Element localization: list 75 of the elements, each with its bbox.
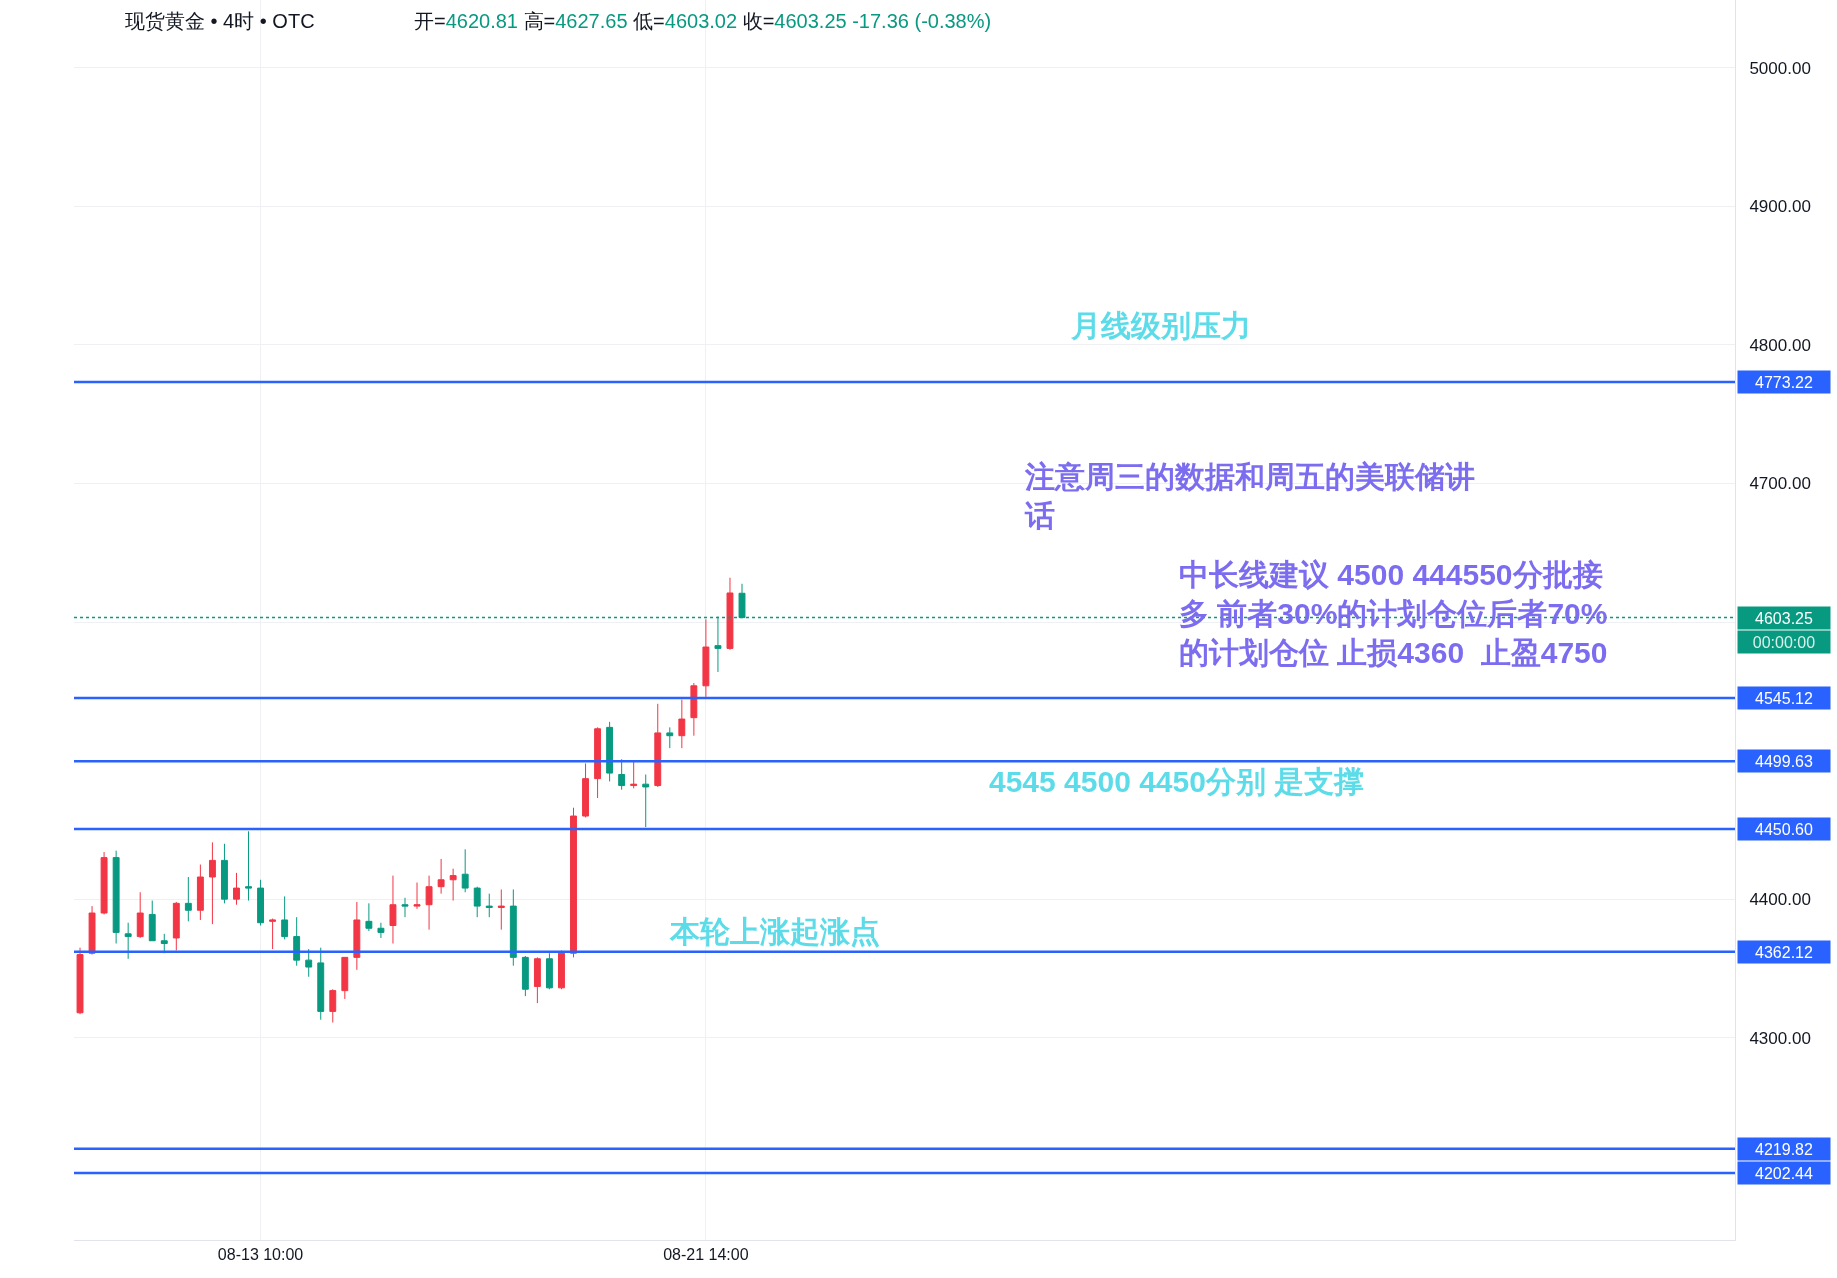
y-tick-label: 4900.00 (1749, 197, 1811, 217)
ref-line-label: 4450.60 (1755, 820, 1813, 838)
candlestick (353, 901, 361, 971)
annotation: 本轮上涨起涨点 (669, 915, 880, 948)
candlestick (389, 875, 397, 945)
candlestick (654, 703, 662, 788)
candlestick (630, 761, 638, 789)
candlestick (545, 952, 553, 990)
candlestick (413, 882, 421, 910)
candlestick (497, 888, 505, 931)
candlestick (136, 891, 144, 939)
y-tick-label: 4700.00 (1749, 474, 1811, 494)
candlestick (245, 830, 252, 902)
candlestick (666, 726, 674, 749)
candlestick (594, 726, 602, 799)
candlestick (485, 893, 493, 918)
candlestick (521, 955, 529, 997)
ref-line-label: 4202.44 (1755, 1164, 1813, 1182)
candlestick (172, 901, 180, 951)
y-tick-label: 4300.00 (1749, 1028, 1811, 1048)
candlestick (269, 918, 277, 950)
candlestick (449, 868, 457, 902)
text: 开=4620.81 高=4627.65 低=4603.02 收=4603.25 -17.36 (-0.38%) (414, 10, 992, 32)
ref-line-label: 4499.63 (1755, 752, 1813, 770)
x-tick-label: 08-13 10:00 (217, 1246, 304, 1264)
candlestick (88, 905, 96, 956)
candlestick (678, 699, 686, 749)
ref-line-label: 4545.12 (1755, 689, 1813, 707)
y-tick-label: 5000.00 (1749, 58, 1811, 78)
candlestick (317, 947, 325, 1021)
candlestick (184, 876, 192, 922)
ref-line-label: 4219.82 (1755, 1140, 1813, 1158)
ref-line-label: 4773.22 (1755, 373, 1813, 391)
candlestick (257, 879, 265, 926)
text: 现货黄金 • 4时 • OTC (125, 10, 315, 32)
candlestick (509, 888, 517, 967)
candlestick (618, 758, 626, 791)
annotation: 中长线建议 4500 444550分批接多 前者30%的计划仓位后者70%的计划仓位 止损4360 止盈4750 (1179, 558, 1608, 669)
candlestick (582, 762, 589, 818)
candlestick (148, 900, 156, 942)
candlestick (606, 721, 614, 782)
candlestick (281, 895, 289, 940)
text: 00:00:00 (1752, 633, 1816, 651)
candlestick (401, 897, 409, 918)
candlestick (329, 988, 337, 1023)
candlestick (377, 922, 385, 939)
candlestick (124, 922, 132, 960)
candlestick (365, 902, 373, 932)
y-tick-label: 4400.00 (1749, 890, 1811, 910)
candlestick (341, 956, 349, 1000)
candlestick (425, 875, 433, 931)
candlestick (642, 773, 650, 828)
candlestick (76, 947, 84, 1015)
candlestick (690, 682, 698, 737)
ref-line-label: 4603.25 (1755, 609, 1813, 627)
candlestick (473, 886, 481, 918)
candlestick (305, 948, 313, 978)
annotation: 注意周三的数据和周五的美联储讲话 (1024, 460, 1475, 532)
y-tick-label: 4800.00 (1749, 335, 1811, 355)
candlestick (702, 618, 710, 698)
candlestick (461, 848, 469, 893)
candlestick (112, 850, 120, 945)
candlestick (437, 858, 445, 895)
candlestick (208, 841, 216, 925)
candlestick (100, 851, 108, 915)
candlestick (221, 843, 228, 904)
annotation: 4545 4500 4450分别 是支撑 (989, 765, 1365, 798)
candlestick (726, 577, 734, 651)
ref-line-label: 4362.12 (1755, 943, 1813, 961)
candlestick (233, 872, 240, 906)
annotation: 月线级别压力 (1070, 309, 1251, 342)
x-tick-label: 08-21 14:00 (663, 1246, 749, 1264)
candlestick (570, 807, 577, 958)
candlestick (196, 864, 204, 921)
candlestick (533, 956, 541, 1004)
